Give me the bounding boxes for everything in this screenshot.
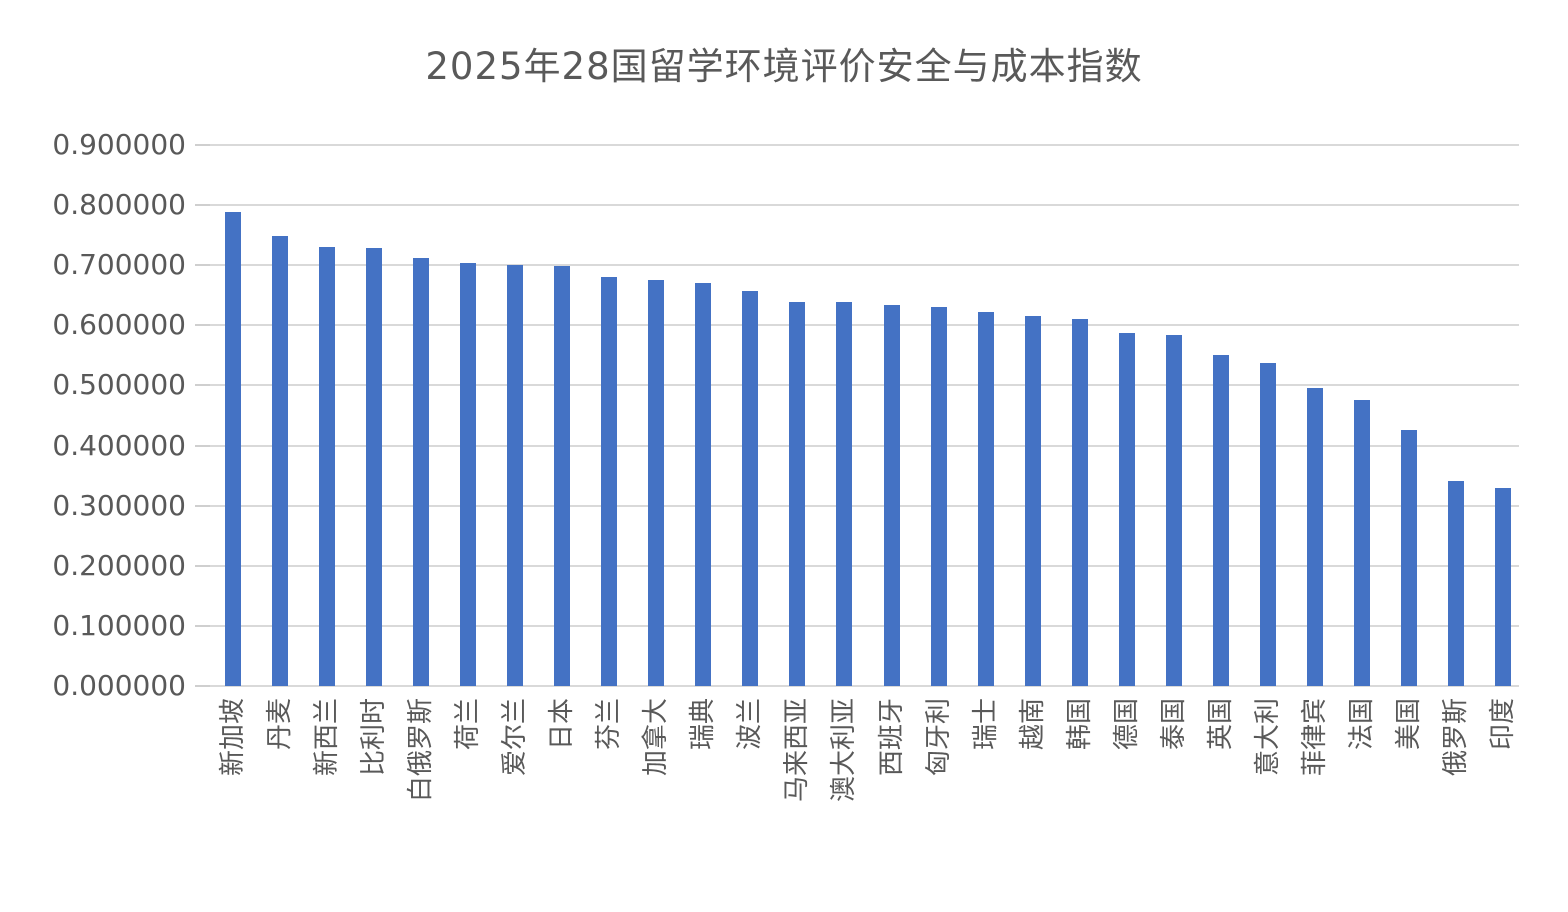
bar [319,247,336,686]
bar [1165,334,1182,686]
bar [460,263,477,686]
x-axis-label: 法国 [1346,698,1377,751]
bar [1353,399,1370,686]
x-axis-label: 印度 [1487,698,1518,751]
bar [742,291,759,686]
x-axis-label: 波兰 [735,698,766,751]
x-axis-label: 匈牙利 [923,698,954,777]
bar [789,301,806,686]
x-axis-label: 英国 [1205,698,1236,751]
x-axis-label: 比利时 [359,698,390,777]
bar [601,276,618,686]
x-axis-label: 西班牙 [876,698,907,777]
bar [225,211,241,686]
y-axis-tick [195,624,210,627]
y-axis-tick [195,144,210,146]
gridline [210,685,1519,687]
y-axis-tick [195,384,210,387]
x-axis-label: 爱尔兰 [500,698,531,777]
x-axis-label: 加拿大 [641,698,672,777]
bar [366,248,383,686]
y-axis-label: 0.300000 [52,488,186,522]
bar [695,283,712,686]
gridline [210,504,1519,507]
x-axis-label: 意大利 [1252,698,1283,777]
y-axis-label: 0.800000 [52,188,186,222]
bar [1447,481,1464,686]
bar [977,311,994,686]
y-axis-tick [195,444,210,447]
gridline [210,264,1519,267]
y-axis-label: 0.100000 [52,608,186,642]
x-axis-label: 德国 [1111,698,1142,751]
x-axis-label: 澳大利亚 [829,698,860,803]
bar [1306,387,1323,686]
x-axis-label: 越南 [1017,698,1048,751]
y-axis-tick [195,264,210,267]
y-axis-label: 0.900000 [52,128,186,161]
gridline [210,384,1519,387]
gridline [210,564,1519,567]
bar [554,265,571,686]
bar [1024,315,1041,686]
x-axis-label: 韩国 [1064,698,1095,751]
bar [883,304,900,686]
bar [1494,487,1511,686]
x-axis-label: 新加坡 [218,698,248,777]
x-axis-label: 俄罗斯 [1440,698,1471,777]
gridline [210,624,1519,627]
y-axis-label: 0.200000 [52,548,186,582]
bar [507,264,524,686]
y-axis-label: 0.700000 [52,248,186,282]
bar [413,258,430,686]
x-axis-label: 菲律宾 [1299,698,1330,777]
bar [1071,318,1088,686]
bar [1212,355,1229,686]
bar [836,302,853,686]
gridline [210,324,1519,327]
chart-title: 2025年28国留学环境评价安全与成本指数 [425,45,1143,88]
bar [648,279,665,686]
bar [1400,429,1417,686]
x-axis-label: 泰国 [1158,698,1189,751]
x-axis-label: 新西兰 [312,698,343,777]
y-axis-label: 0.600000 [52,308,186,342]
x-axis-label: 美国 [1393,698,1424,751]
x-axis-label: 日本 [547,698,578,751]
bar [1259,363,1276,686]
bar [272,235,289,686]
x-axis-label: 瑞士 [970,698,1001,751]
x-axis-label: 荷兰 [453,698,484,751]
gridline [210,204,1519,207]
bar [1118,332,1135,686]
y-axis-tick [195,504,210,507]
gridline [210,144,1519,146]
x-axis-label: 瑞典 [688,698,719,751]
x-axis-label: 芬兰 [594,698,625,751]
y-axis-label: 0.500000 [52,368,186,402]
x-axis-label: 白俄罗斯 [406,698,437,803]
x-axis-label: 马来西亚 [782,698,813,803]
x-axis-label: 丹麦 [265,698,296,751]
y-axis-tick [195,324,210,327]
y-axis-tick [195,204,210,207]
y-axis-tick [195,685,210,687]
y-axis-tick [195,564,210,567]
bar [930,307,947,686]
y-axis-label: 0.400000 [52,428,186,462]
gridline [210,444,1519,447]
y-axis-label: 0.000000 [52,669,186,702]
